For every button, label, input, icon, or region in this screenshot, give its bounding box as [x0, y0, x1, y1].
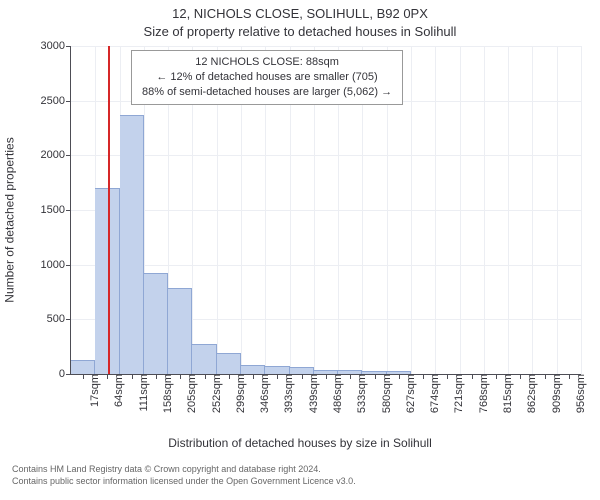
histogram-bar — [168, 288, 192, 374]
marker-line — [108, 46, 110, 374]
histogram-bar — [241, 365, 265, 374]
xtick-label: 205sqm — [180, 374, 198, 413]
xtick-label: 346sqm — [253, 374, 271, 413]
page-subtitle: Size of property relative to detached ho… — [0, 24, 600, 39]
xtick-label: 17sqm — [83, 374, 101, 407]
xtick-label: 533sqm — [350, 374, 368, 413]
page-title: 12, NICHOLS CLOSE, SOLIHULL, B92 0PX — [0, 6, 600, 21]
xtick-label: 439sqm — [302, 374, 320, 413]
xtick-label: 64sqm — [107, 374, 125, 407]
ytick-label: 1500 — [41, 204, 71, 216]
gridline-h — [71, 265, 581, 266]
ytick-label: 1000 — [41, 259, 71, 271]
histogram-bar — [71, 360, 95, 374]
ytick-label: 3000 — [41, 40, 71, 52]
gridline-v — [411, 46, 412, 374]
histogram-bar — [217, 353, 241, 374]
ytick-label: 500 — [47, 313, 71, 325]
xtick-label: 299sqm — [229, 374, 247, 413]
gridline-h — [71, 210, 581, 211]
xtick-label: 580sqm — [375, 374, 393, 413]
xtick-label: 909sqm — [545, 374, 563, 413]
gridline-v — [484, 46, 485, 374]
histogram-bar — [120, 115, 144, 374]
histogram-bar — [144, 273, 168, 374]
annotation-line: 88% of semi-detached houses are larger (… — [142, 85, 392, 100]
histogram-plot: 05001000150020002500300017sqm64sqm111sqm… — [70, 46, 581, 375]
ytick-label: 2500 — [41, 95, 71, 107]
gridline-h — [71, 155, 581, 156]
ytick-label: 2000 — [41, 149, 71, 161]
xtick-label: 252sqm — [205, 374, 223, 413]
xtick-label: 111sqm — [132, 374, 150, 412]
xtick-label: 393sqm — [277, 374, 295, 413]
xtick-label: 768sqm — [472, 374, 490, 413]
xtick-label: 815sqm — [496, 374, 514, 413]
footer-attribution: Contains HM Land Registry data © Crown c… — [12, 464, 356, 487]
y-axis-label: Number of detached properties — [0, 0, 20, 440]
xtick-label: 627sqm — [399, 374, 417, 413]
xtick-label: 862sqm — [520, 374, 538, 413]
footer-line: Contains HM Land Registry data © Crown c… — [12, 464, 356, 476]
annotation-line: ← 12% of detached houses are smaller (70… — [142, 70, 392, 85]
xtick-label: 158sqm — [156, 374, 174, 413]
annotation-box: 12 NICHOLS CLOSE: 88sqm← 12% of detached… — [131, 50, 403, 105]
histogram-bar — [192, 344, 216, 374]
xtick-label: 674sqm — [423, 374, 441, 413]
ytick-label: 0 — [59, 368, 71, 380]
gridline-v — [435, 46, 436, 374]
xtick-label: 486sqm — [326, 374, 344, 413]
gridline-h — [71, 46, 581, 47]
gridline-v — [557, 46, 558, 374]
gridline-v — [581, 46, 582, 374]
xtick-label: 956sqm — [569, 374, 587, 413]
x-axis-label: Distribution of detached houses by size … — [0, 436, 600, 450]
gridline-v — [460, 46, 461, 374]
histogram-bar — [265, 366, 289, 374]
footer-line: Contains public sector information licen… — [12, 476, 356, 488]
gridline-v — [508, 46, 509, 374]
xtick-label: 721sqm — [447, 374, 465, 413]
gridline-v — [532, 46, 533, 374]
annotation-line: 12 NICHOLS CLOSE: 88sqm — [142, 55, 392, 70]
